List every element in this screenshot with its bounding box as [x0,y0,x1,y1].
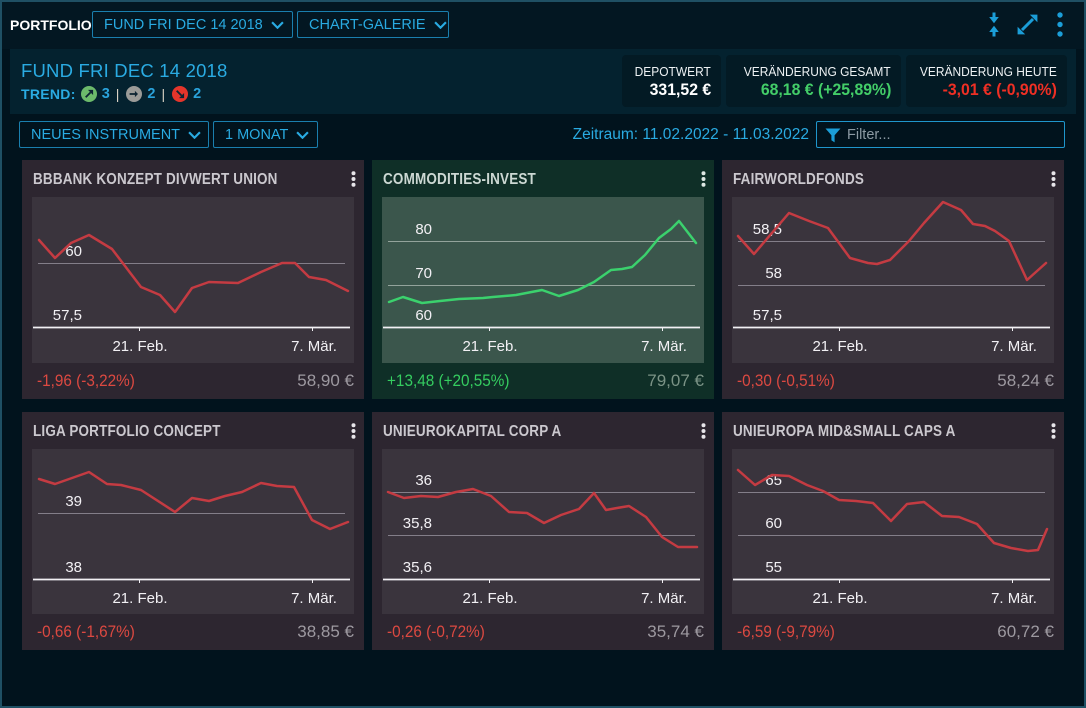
svg-text:39: 39 [65,493,82,510]
svg-text:58: 58 [765,265,782,282]
svg-text:38: 38 [65,559,82,576]
svg-text:57,5: 57,5 [753,307,782,324]
svg-text:7. Mär.: 7. Mär. [641,590,687,607]
svg-text:7. Mär.: 7. Mär. [291,338,337,355]
svg-text:21. Feb.: 21. Feb. [812,338,867,355]
svg-text:21. Feb.: 21. Feb. [462,590,517,607]
svg-text:55: 55 [765,559,782,576]
svg-text:60: 60 [65,243,82,260]
svg-text:7. Mär.: 7. Mär. [991,590,1037,607]
svg-text:21. Feb.: 21. Feb. [812,590,867,607]
svg-text:70: 70 [415,265,432,282]
svg-text:58,5: 58,5 [753,221,782,238]
svg-text:21. Feb.: 21. Feb. [112,338,167,355]
svg-text:7. Mär.: 7. Mär. [641,338,687,355]
svg-text:80: 80 [415,221,432,238]
svg-text:60: 60 [765,515,782,532]
svg-text:36: 36 [415,472,432,489]
svg-text:60: 60 [415,307,432,324]
svg-text:21. Feb.: 21. Feb. [462,338,517,355]
svg-text:57,5: 57,5 [53,307,82,324]
svg-text:35,6: 35,6 [403,559,432,576]
svg-text:21. Feb.: 21. Feb. [112,590,167,607]
svg-text:7. Mär.: 7. Mär. [291,590,337,607]
svg-text:7. Mär.: 7. Mär. [991,338,1037,355]
svg-text:35,8: 35,8 [403,515,432,532]
